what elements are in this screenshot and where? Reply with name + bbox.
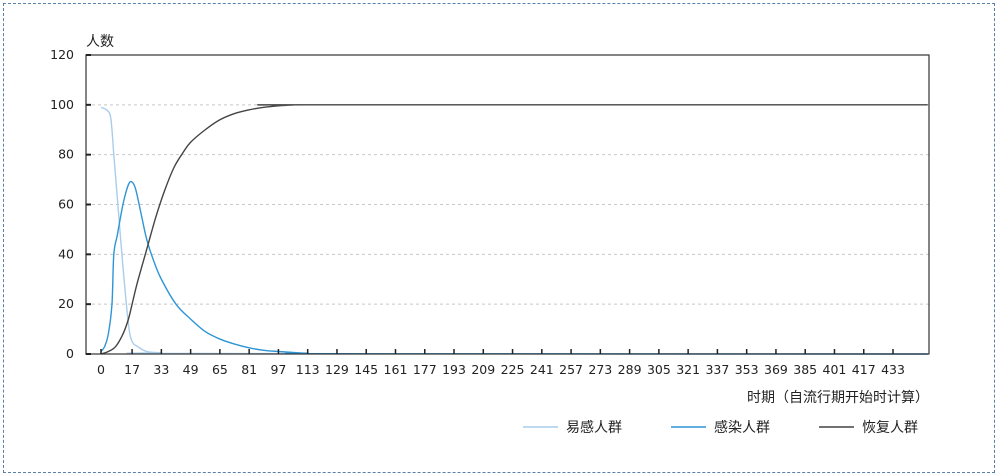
y-tick-label: 60 bbox=[58, 197, 74, 212]
y-tick-label: 120 bbox=[50, 47, 74, 62]
x-tick-label: 177 bbox=[413, 362, 437, 377]
legend-label: 感染人群 bbox=[714, 419, 770, 436]
x-tick-label: 0 bbox=[97, 362, 105, 377]
x-tick-label: 337 bbox=[705, 362, 729, 377]
x-tick-label: 241 bbox=[530, 362, 554, 377]
y-tick-label: 20 bbox=[58, 296, 74, 311]
y-tick-label: 100 bbox=[50, 97, 74, 112]
x-tick-label: 353 bbox=[735, 362, 759, 377]
x-tick-label: 321 bbox=[676, 362, 700, 377]
x-tick-label: 305 bbox=[647, 362, 671, 377]
x-tick-label: 65 bbox=[212, 362, 228, 377]
x-tick-label: 433 bbox=[881, 362, 905, 377]
x-tick-label: 17 bbox=[124, 362, 140, 377]
x-tick-label: 193 bbox=[442, 362, 466, 377]
x-tick-label: 33 bbox=[153, 362, 169, 377]
legend-label: 易感人群 bbox=[566, 419, 622, 436]
x-tick-label: 417 bbox=[852, 362, 876, 377]
x-tick-label: 129 bbox=[325, 362, 349, 377]
x-tick-label: 401 bbox=[823, 362, 847, 377]
x-tick-label: 385 bbox=[793, 362, 817, 377]
x-tick-label: 225 bbox=[501, 362, 525, 377]
x-tick-label: 257 bbox=[559, 362, 583, 377]
x-tick-label: 289 bbox=[618, 362, 642, 377]
y-axis-label: 人数 bbox=[86, 34, 114, 50]
x-tick-label: 49 bbox=[183, 362, 199, 377]
x-tick-label: 209 bbox=[471, 362, 495, 377]
x-tick-label: 161 bbox=[384, 362, 408, 377]
x-tick-label: 145 bbox=[354, 362, 378, 377]
x-tick-label: 273 bbox=[588, 362, 612, 377]
series-line-2 bbox=[100, 180, 928, 355]
x-tick-label: 97 bbox=[270, 362, 286, 377]
y-tick-label: 80 bbox=[58, 147, 74, 162]
x-tick-label: 369 bbox=[764, 362, 788, 377]
series-line-3 bbox=[100, 104, 928, 355]
series-line-1 bbox=[100, 106, 928, 355]
x-tick-label: 113 bbox=[296, 362, 320, 377]
y-tick-label: 40 bbox=[58, 246, 74, 261]
legend-label: 恢复人群 bbox=[862, 419, 918, 436]
x-tick-label: 81 bbox=[241, 362, 257, 377]
y-tick-label: 0 bbox=[66, 346, 74, 361]
x-axis-label: 时期（自流行期开始时计算） bbox=[747, 390, 929, 406]
